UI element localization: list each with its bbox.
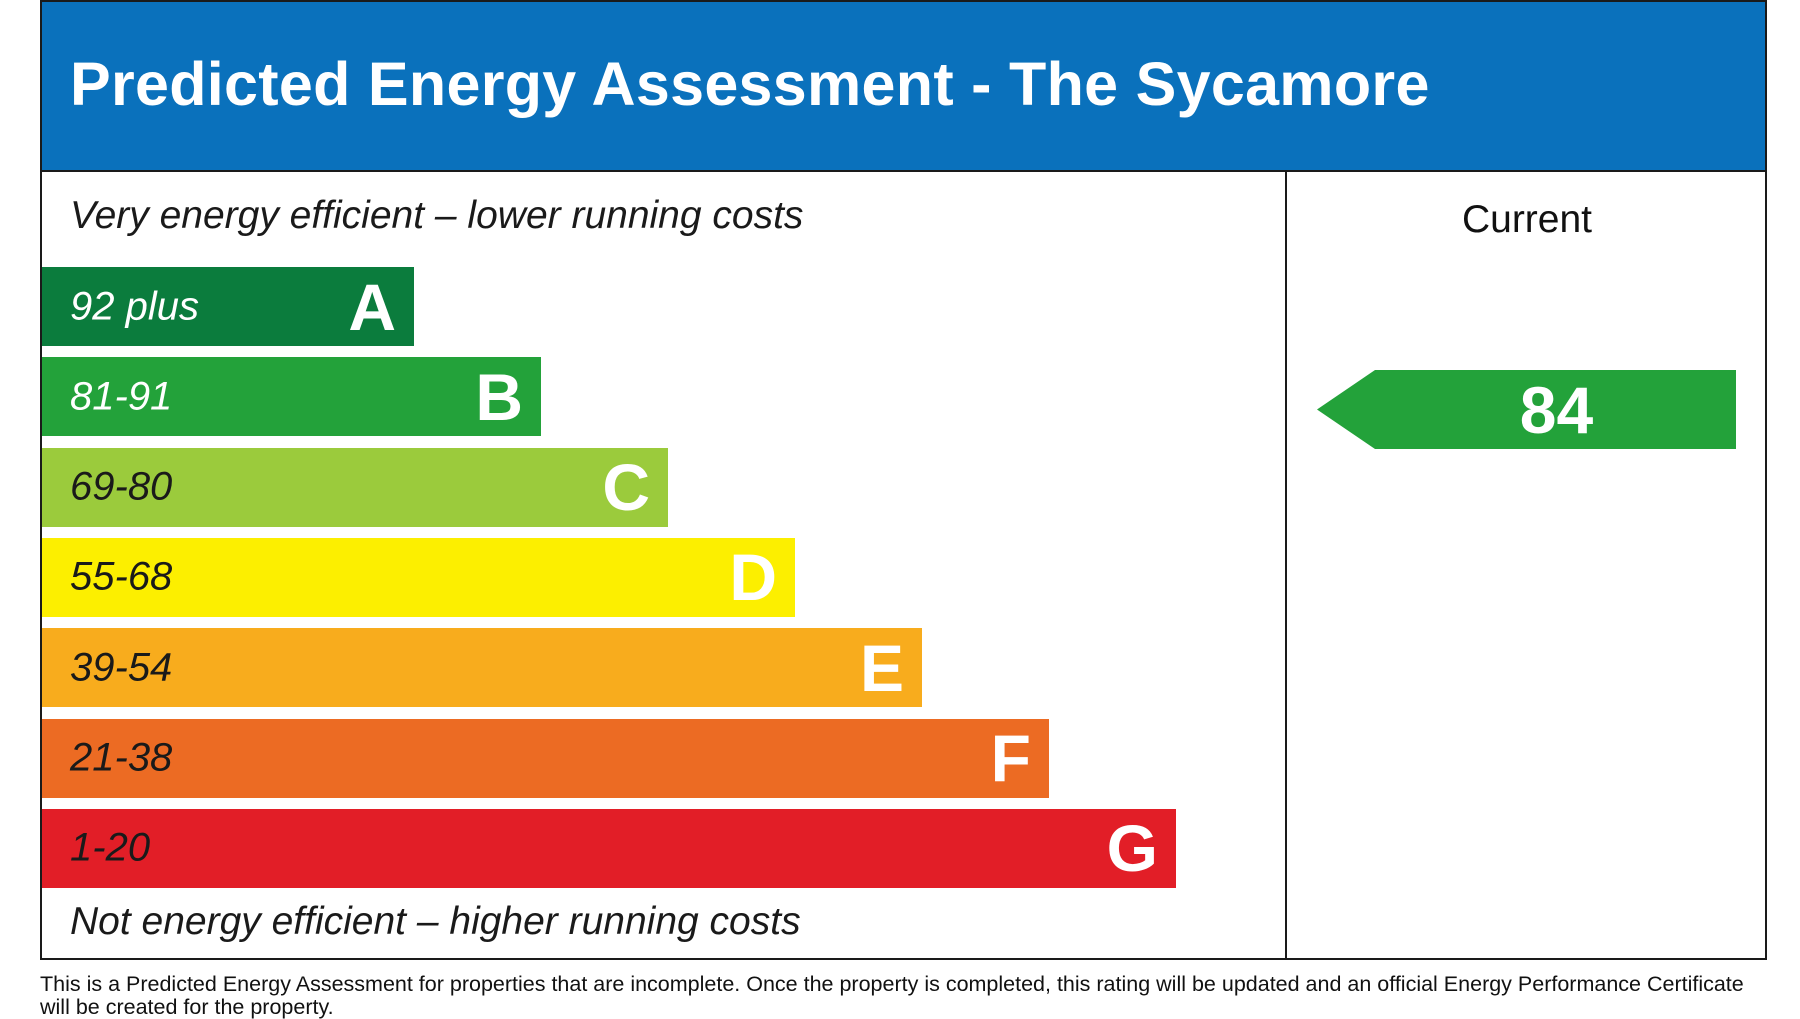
- chart-title: Predicted Energy Assessment - The Sycamo…: [70, 50, 1430, 118]
- efficient-caption: Very energy efficient – lower running co…: [70, 194, 804, 237]
- band-range-label: 55-68: [70, 554, 173, 599]
- band-range-label: 69-80: [70, 464, 173, 509]
- band-letter: C: [602, 450, 650, 525]
- energy-rating-chart: Predicted Energy Assessment - The Sycamo…: [40, 0, 1767, 960]
- header-bar: Predicted Energy Assessment - The Sycamo…: [42, 2, 1765, 172]
- footnote-text: This is a Predicted Energy Assessment fo…: [40, 972, 1744, 1019]
- column-divider: [1285, 172, 1287, 960]
- rating-band-b: 81-91 B: [42, 357, 541, 437]
- band-letter: D: [729, 540, 777, 615]
- band-range-label: 1-20: [70, 825, 151, 870]
- band-range-label: 39-54: [70, 645, 173, 690]
- rating-band-a: 92 plus A: [42, 267, 414, 346]
- band-letter: E: [859, 630, 904, 705]
- band-letter: A: [348, 269, 396, 344]
- rating-band-f: 21-38 F: [42, 718, 1049, 798]
- band-letter: B: [475, 359, 523, 434]
- band-range-label: 21-38: [70, 735, 173, 780]
- rating-band-c: 69-80 C: [42, 447, 668, 527]
- band-letter: G: [1106, 811, 1158, 886]
- current-column-label: Current: [1461, 198, 1593, 241]
- current-rating-arrow: 84: [1317, 370, 1736, 450]
- rating-band-e: 39-54 E: [42, 628, 922, 708]
- inefficient-caption: Not energy efficient – higher running co…: [70, 900, 801, 943]
- band-letter: F: [990, 721, 1031, 795]
- current-rating-value: 84: [1519, 372, 1594, 447]
- rating-band-d: 55-68 D: [42, 537, 795, 617]
- band-range-label: 92 plus: [70, 284, 199, 328]
- band-range-label: 81-91: [70, 374, 173, 419]
- arrow-shape: [1317, 370, 1736, 450]
- rating-band-g: 1-20 G: [42, 808, 1176, 888]
